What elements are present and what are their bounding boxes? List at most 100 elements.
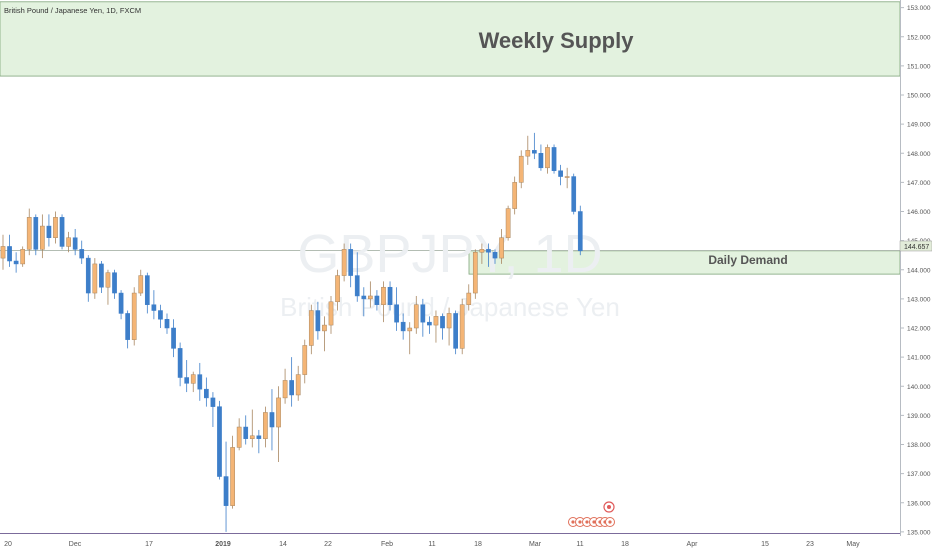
candle[interactable] (249, 409, 255, 448)
candle[interactable] (53, 211, 58, 244)
candle[interactable] (7, 234, 12, 267)
candle[interactable] (40, 214, 45, 259)
candle[interactable] (59, 214, 65, 250)
candle[interactable] (472, 249, 478, 299)
candle[interactable] (158, 304, 163, 328)
candle-body (53, 217, 58, 238)
candle[interactable] (328, 295, 334, 334)
candle[interactable] (466, 284, 472, 311)
candle[interactable] (368, 281, 373, 308)
candle[interactable] (571, 173, 577, 215)
candle[interactable] (374, 290, 380, 311)
candle[interactable] (518, 150, 524, 189)
candle[interactable] (20, 246, 26, 267)
candle[interactable] (413, 295, 419, 334)
candle[interactable] (453, 310, 458, 355)
candle[interactable] (105, 269, 111, 305)
candle[interactable] (551, 144, 557, 174)
candle[interactable] (26, 208, 32, 256)
candle[interactable] (33, 214, 39, 256)
candle[interactable] (440, 313, 445, 340)
candle[interactable] (92, 258, 98, 299)
candle[interactable] (354, 252, 360, 302)
candle[interactable] (125, 310, 130, 349)
candle[interactable] (171, 319, 176, 358)
candle[interactable] (538, 144, 544, 171)
candle[interactable] (387, 281, 393, 311)
candle[interactable] (256, 429, 262, 454)
candle[interactable] (486, 243, 491, 267)
candle[interactable] (177, 342, 183, 387)
candle[interactable] (197, 362, 203, 401)
candle[interactable] (217, 400, 222, 480)
time-axis[interactable]: 20 Dec 17 2019 14 22 Feb 11 18 Mar 11 18 Apr 15 23 May (0, 533, 900, 549)
candle[interactable] (204, 377, 209, 407)
candle[interactable] (335, 269, 340, 311)
candle[interactable] (282, 368, 288, 404)
candle[interactable] (85, 255, 91, 302)
candle[interactable] (322, 316, 327, 352)
candle[interactable] (263, 406, 268, 448)
candle[interactable] (512, 176, 518, 215)
candle[interactable] (13, 252, 19, 273)
candle[interactable] (302, 339, 308, 384)
candle[interactable] (72, 228, 78, 256)
candle[interactable] (315, 301, 321, 340)
candle[interactable] (564, 167, 570, 189)
candle[interactable] (66, 231, 71, 253)
candle[interactable] (558, 164, 563, 186)
candles[interactable] (0, 132, 583, 532)
candle[interactable] (144, 272, 150, 314)
candle[interactable] (492, 249, 498, 264)
candle[interactable] (99, 261, 104, 294)
candle[interactable] (348, 243, 354, 288)
price-axis[interactable]: 135.000 136.000 137.000 138.000 139.000 140.0… (900, 0, 932, 550)
candle[interactable] (131, 287, 137, 346)
candle[interactable] (269, 389, 275, 451)
candle[interactable] (341, 243, 347, 282)
candle[interactable] (184, 360, 190, 393)
candle[interactable] (289, 357, 294, 407)
candle[interactable] (0, 234, 6, 270)
candle[interactable] (164, 313, 170, 334)
candle[interactable] (361, 287, 367, 317)
candle-body (79, 249, 85, 259)
candle[interactable] (276, 386, 281, 462)
candle-body (315, 310, 321, 332)
candle[interactable] (381, 281, 386, 323)
candle[interactable] (236, 418, 242, 451)
candle[interactable] (112, 269, 117, 299)
candle[interactable] (407, 322, 413, 355)
candle[interactable] (459, 298, 465, 355)
candle[interactable] (138, 269, 144, 296)
candle[interactable] (190, 371, 196, 393)
candle[interactable] (223, 441, 229, 532)
zones (0, 1, 901, 275)
candle[interactable] (46, 214, 52, 247)
candle[interactable] (505, 205, 511, 241)
candle[interactable] (479, 243, 485, 264)
candle[interactable] (394, 287, 399, 331)
candle[interactable] (499, 228, 504, 264)
candle[interactable] (525, 135, 531, 165)
candle[interactable] (295, 365, 301, 401)
candle[interactable] (308, 304, 314, 355)
candle[interactable] (151, 290, 157, 320)
candle[interactable] (118, 290, 124, 320)
candle[interactable] (427, 316, 432, 334)
candle[interactable] (243, 415, 249, 445)
candle[interactable] (446, 307, 452, 346)
candle[interactable] (420, 298, 426, 337)
candle[interactable] (79, 240, 85, 264)
candle[interactable] (577, 205, 583, 256)
indicator-row[interactable] (568, 501, 615, 527)
candle[interactable] (400, 313, 406, 340)
candle[interactable] (210, 392, 216, 428)
candle[interactable] (433, 310, 439, 343)
candle[interactable] (532, 132, 537, 160)
candle[interactable] (545, 144, 550, 174)
candle[interactable] (230, 435, 235, 509)
candle-body (92, 263, 98, 294)
